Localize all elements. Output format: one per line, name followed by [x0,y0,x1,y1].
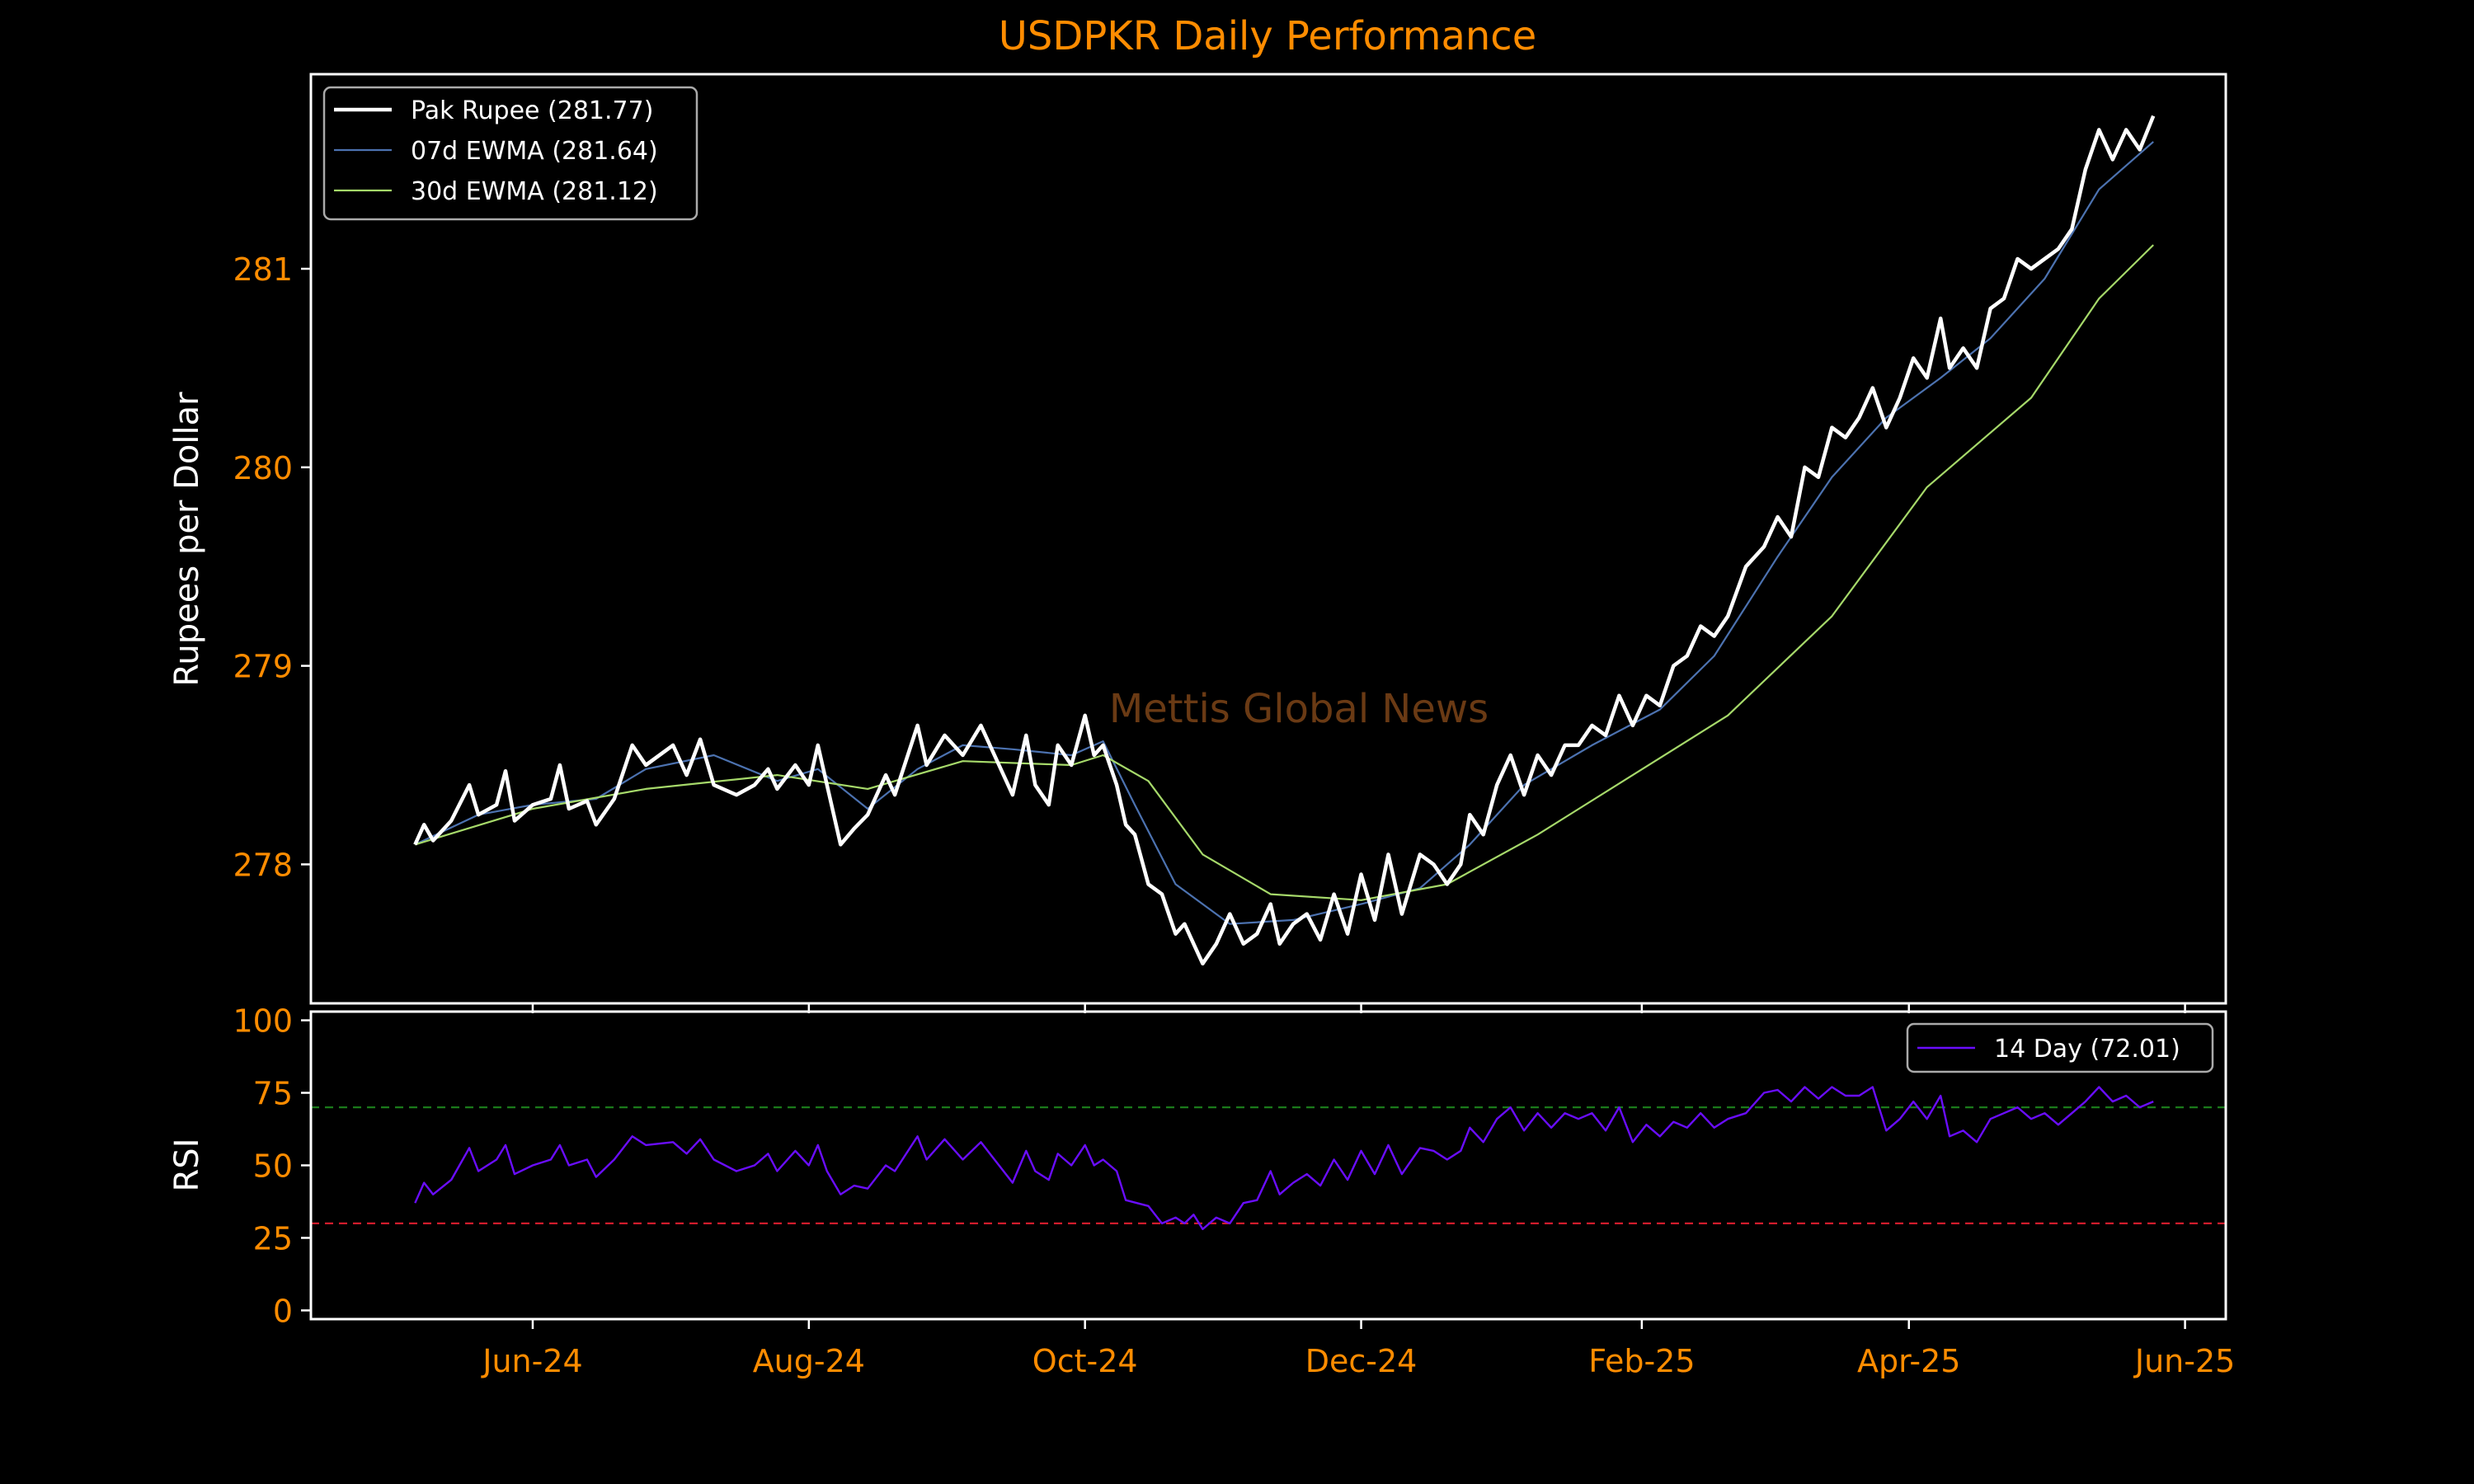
x-tick-label-feb-25: Feb-25 [1588,1343,1695,1379]
price-legend-box [322,86,698,221]
rsi-y-tick-label-50: 50 [253,1148,293,1185]
price-plot: 278 279 280 281 Rupees per Dollar [168,73,2227,1005]
rsi-y-tick-label-0: 0 [273,1293,293,1329]
x-axis: Jun-24 Aug-24 Oct-24 Dec-24 Feb-25 Apr-25 Jun-… [481,1003,2235,1379]
legend-label-30d-ewma-281-12: 30d EWMA (281.12) [411,177,658,206]
price-y-tick-label-279: 279 [233,649,293,685]
rsi-y-tick-label-75: 75 [253,1076,293,1112]
x-tick-label-oct-24: Oct-24 [1032,1343,1138,1379]
x-tick-label-dec-24: Dec-24 [1305,1343,1418,1379]
rsi-plot: 0 25 50 75 100 RSI [168,1003,2227,1329]
price-plot-frame [309,73,2227,1005]
x-tick-label-apr-25: Apr-25 [1857,1343,1960,1379]
legend-label-pak-rupee-281-77: Pak Rupee (281.77) [411,96,653,125]
rsi-y-tick-label-100: 100 [233,1003,293,1040]
price-y-tick-label-278: 278 [233,847,293,883]
price-y-tick-label-280: 280 [233,450,293,486]
series-line-07d-ewma-281-64 [414,141,2154,925]
chart-title: USDPKR Daily Performance [999,13,1536,59]
x-tick-label-aug-24: Aug-24 [753,1343,865,1379]
price-y-axis-label: Rupees per Dollar [168,392,206,687]
x-tick-label-jun-24: Jun-24 [481,1343,582,1379]
x-tick-label-jun-25: Jun-25 [2133,1343,2235,1379]
price-y-tick-label-281: 281 [233,251,293,288]
rsi-legend: 14 Day (72.01) [1906,1022,2214,1073]
rsi-legend-label: 14 Day (72.01) [1994,1035,2180,1064]
series-line-pak-rupee-281-77 [413,115,2156,966]
watermark: Mettis Global News [1109,686,1489,732]
rsi-series-line [414,1086,2154,1231]
rsi-y-tick-label-25: 25 [253,1220,293,1256]
rsi-y-axis-label: RSI [168,1139,206,1192]
price-legend: Pak Rupee (281.77) 07d EWMA (281.64) 30d E… [322,86,698,221]
rsi-legend-box [1906,1022,2214,1073]
legend-label-07d-ewma-281-64: 07d EWMA (281.64) [411,137,658,166]
